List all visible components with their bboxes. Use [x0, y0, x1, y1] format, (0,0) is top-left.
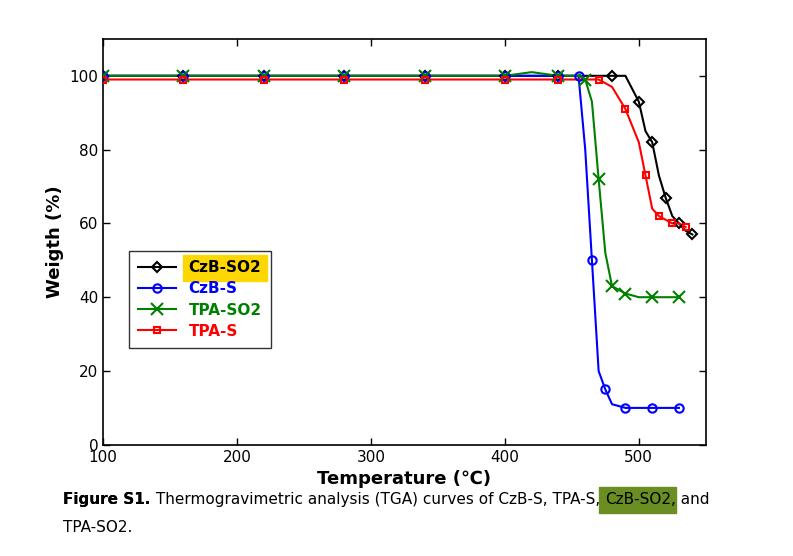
Text: Figure S1.: Figure S1. — [63, 492, 151, 507]
Y-axis label: Weigth (%): Weigth (%) — [46, 186, 63, 298]
Text: TPA-SO2.: TPA-SO2. — [63, 520, 132, 535]
Text: Figure S1.: Figure S1. — [63, 492, 151, 507]
X-axis label: Temperature (℃): Temperature (℃) — [317, 470, 492, 488]
Legend: CzB-SO2, CzB-S, TPA-SO2, TPA-S: CzB-SO2, CzB-S, TPA-SO2, TPA-S — [128, 251, 270, 348]
Text: CzB-SO2: CzB-SO2 — [605, 492, 671, 507]
Text: , and: , and — [671, 492, 710, 507]
Text: Thermogravimetric analysis (TGA) curves of CzB-S, TPA-S,: Thermogravimetric analysis (TGA) curves … — [151, 492, 605, 507]
